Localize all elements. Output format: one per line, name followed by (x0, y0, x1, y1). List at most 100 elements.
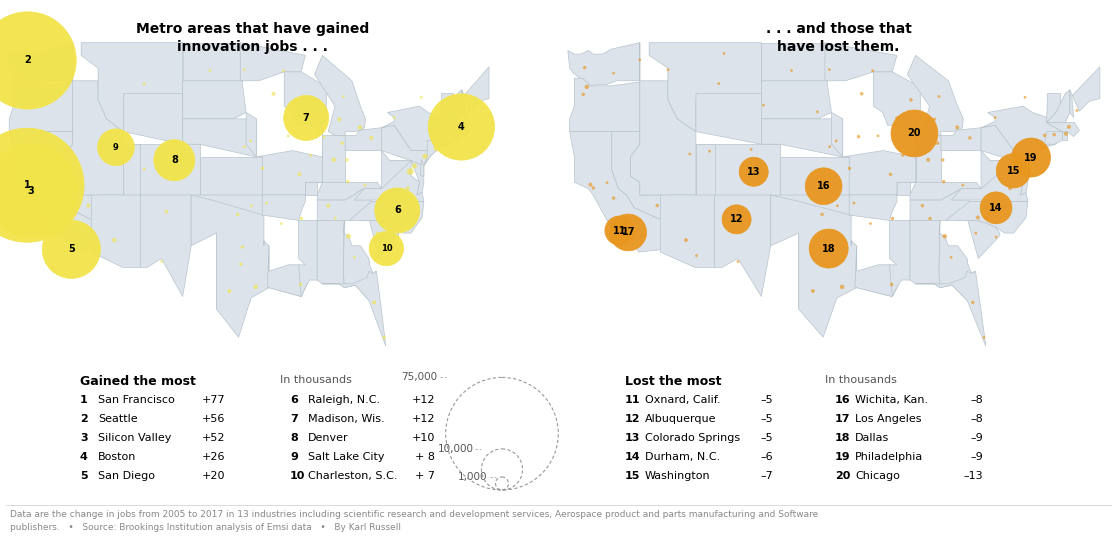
Polygon shape (842, 151, 916, 195)
Polygon shape (462, 67, 489, 118)
Circle shape (688, 153, 691, 156)
Polygon shape (660, 195, 715, 267)
Circle shape (22, 85, 27, 89)
Polygon shape (305, 125, 323, 195)
Circle shape (382, 336, 385, 339)
Circle shape (281, 69, 285, 72)
Polygon shape (455, 132, 459, 140)
Circle shape (405, 186, 410, 190)
Circle shape (891, 110, 938, 157)
Circle shape (116, 153, 120, 156)
Text: 9: 9 (113, 143, 118, 152)
Polygon shape (423, 140, 441, 166)
Circle shape (428, 94, 495, 160)
Circle shape (1012, 138, 1050, 177)
Circle shape (684, 238, 688, 242)
Circle shape (823, 262, 828, 266)
Text: 18: 18 (836, 433, 850, 443)
Text: 5: 5 (80, 471, 87, 481)
Text: –9: –9 (971, 433, 983, 443)
Polygon shape (780, 157, 849, 195)
Circle shape (437, 133, 441, 137)
Polygon shape (910, 220, 939, 288)
Circle shape (346, 180, 350, 184)
Polygon shape (382, 151, 411, 188)
Circle shape (1052, 133, 1056, 136)
Text: 11: 11 (626, 395, 640, 405)
Circle shape (986, 205, 990, 208)
Circle shape (828, 145, 831, 148)
Circle shape (1008, 186, 1012, 190)
Circle shape (984, 215, 987, 219)
Circle shape (974, 232, 977, 234)
Text: Philadelphia: Philadelphia (855, 452, 924, 462)
Polygon shape (771, 195, 851, 309)
Circle shape (456, 132, 460, 136)
Polygon shape (1070, 67, 1100, 118)
Circle shape (86, 204, 90, 207)
Text: Gained the most: Gained the most (80, 375, 195, 388)
Circle shape (936, 141, 939, 145)
Circle shape (242, 68, 246, 71)
Text: Los Angeles: Los Angeles (855, 414, 922, 424)
Polygon shape (907, 56, 963, 136)
Text: –5: –5 (761, 395, 773, 405)
Polygon shape (124, 144, 200, 195)
Circle shape (342, 95, 345, 98)
Text: 4: 4 (458, 122, 465, 132)
Text: In thousands: In thousands (280, 375, 352, 385)
Text: Wichita, Kan.: Wichita, Kan. (855, 395, 928, 405)
Polygon shape (141, 195, 191, 296)
Polygon shape (831, 112, 842, 157)
Text: +52: +52 (201, 433, 225, 443)
Polygon shape (382, 106, 455, 156)
Circle shape (943, 234, 947, 239)
Circle shape (309, 154, 312, 157)
Text: –9: –9 (971, 452, 983, 462)
Polygon shape (284, 72, 326, 132)
Polygon shape (240, 43, 305, 81)
Polygon shape (771, 195, 899, 337)
Polygon shape (889, 220, 910, 296)
Circle shape (976, 215, 980, 219)
Text: 3: 3 (80, 433, 87, 443)
Circle shape (737, 260, 739, 263)
Circle shape (817, 111, 819, 113)
Text: + 7: + 7 (416, 471, 435, 481)
Text: 2: 2 (25, 56, 31, 65)
Polygon shape (1047, 123, 1079, 137)
Polygon shape (612, 132, 668, 233)
Polygon shape (411, 161, 423, 195)
Circle shape (346, 234, 351, 239)
Text: 14: 14 (990, 203, 1003, 213)
Text: –7: –7 (761, 471, 773, 481)
Circle shape (280, 222, 283, 225)
Circle shape (1067, 125, 1071, 129)
Circle shape (375, 188, 420, 233)
Polygon shape (1014, 161, 1028, 195)
Polygon shape (354, 161, 423, 201)
Circle shape (297, 172, 302, 177)
Circle shape (59, 230, 65, 235)
Text: 11: 11 (612, 226, 627, 235)
Polygon shape (916, 136, 941, 183)
Circle shape (840, 285, 844, 289)
Text: +10: +10 (412, 433, 435, 443)
Polygon shape (98, 144, 141, 195)
Circle shape (370, 136, 373, 140)
Circle shape (341, 141, 344, 145)
Polygon shape (262, 195, 305, 220)
Circle shape (372, 300, 376, 305)
Text: 13: 13 (626, 433, 640, 443)
Circle shape (891, 217, 895, 220)
Polygon shape (441, 93, 454, 123)
Circle shape (834, 139, 838, 143)
Circle shape (589, 183, 592, 187)
Polygon shape (298, 220, 317, 296)
Circle shape (239, 262, 242, 266)
Polygon shape (957, 218, 1000, 259)
Text: Dallas: Dallas (855, 433, 889, 443)
Circle shape (890, 283, 894, 286)
Text: Silicon Valley: Silicon Valley (98, 433, 171, 443)
Circle shape (909, 98, 913, 102)
